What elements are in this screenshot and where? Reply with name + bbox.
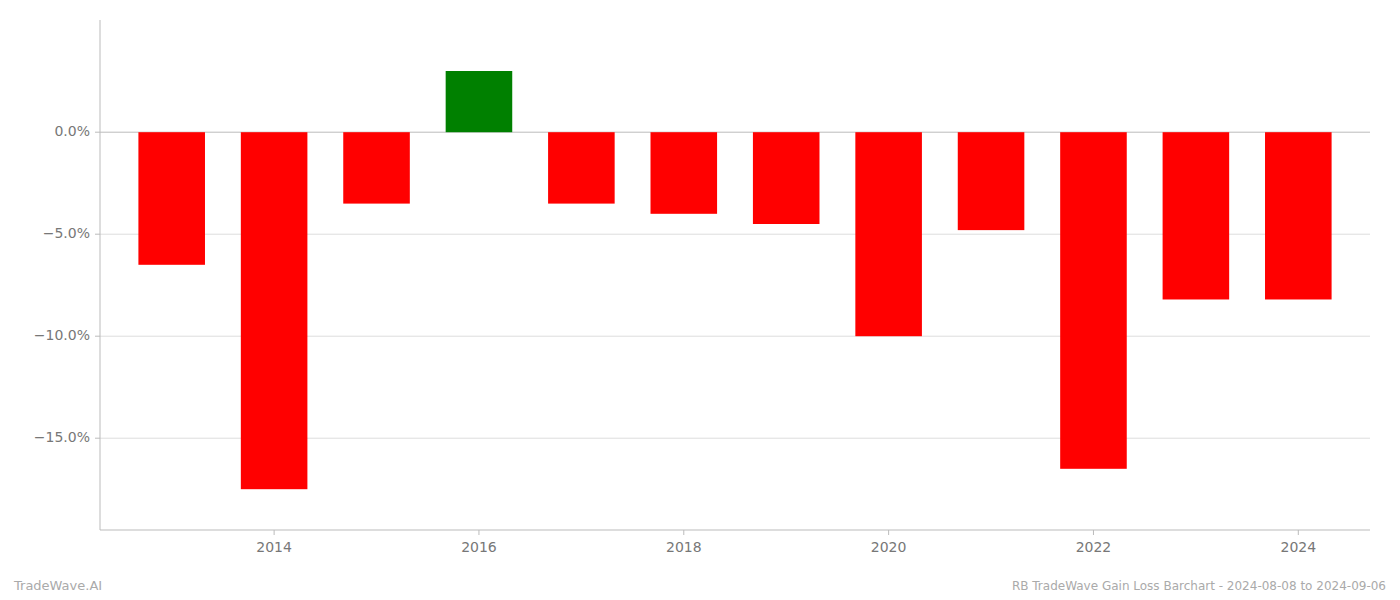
x-tick-label: 2020 — [871, 539, 907, 555]
x-tick — [478, 530, 479, 535]
bar — [548, 132, 615, 203]
x-tick-label: 2014 — [256, 539, 292, 555]
bar — [446, 71, 513, 132]
y-tick — [95, 438, 100, 439]
x-tick-label: 2018 — [666, 539, 702, 555]
y-tick-label: −5.0% — [43, 225, 90, 241]
x-tick — [888, 530, 889, 535]
y-tick — [95, 132, 100, 133]
y-axis-line — [100, 20, 101, 530]
bar — [1163, 132, 1230, 299]
x-axis: 2014 2016 2018 2020 2022 2024 — [100, 530, 1370, 555]
bar — [241, 132, 308, 489]
bar — [651, 132, 718, 214]
y-tick-label: −15.0% — [34, 429, 90, 445]
y-tick-label: 0.0% — [54, 123, 90, 139]
watermark: TradeWave.AI — [13, 578, 102, 593]
bar — [1060, 132, 1127, 469]
x-tick-label: 2016 — [461, 539, 497, 555]
x-tick — [274, 530, 275, 535]
y-tick-label: −10.0% — [34, 327, 90, 343]
x-tick — [683, 530, 684, 535]
y-tick — [95, 234, 100, 235]
bar — [753, 132, 820, 224]
bar — [958, 132, 1025, 230]
title: RB TradeWave Gain Loss Barchart - 2024-0… — [1012, 579, 1386, 593]
x-tick — [1298, 530, 1299, 535]
x-axis-line — [100, 530, 1370, 531]
x-tick-label: 2022 — [1076, 539, 1112, 555]
y-axis: 0.0% −5.0% −10.0% −15.0% — [34, 20, 100, 530]
bar — [138, 132, 205, 265]
x-tick — [1093, 530, 1094, 535]
bars — [138, 71, 1331, 489]
y-tick — [95, 336, 100, 337]
bar — [855, 132, 922, 336]
x-tick-label: 2024 — [1280, 539, 1316, 555]
chart: 0.0% −5.0% −10.0% −15.0% 2014 2016 2018 2020 202… — [0, 0, 1400, 600]
bar — [1265, 132, 1332, 299]
bar — [343, 132, 410, 203]
